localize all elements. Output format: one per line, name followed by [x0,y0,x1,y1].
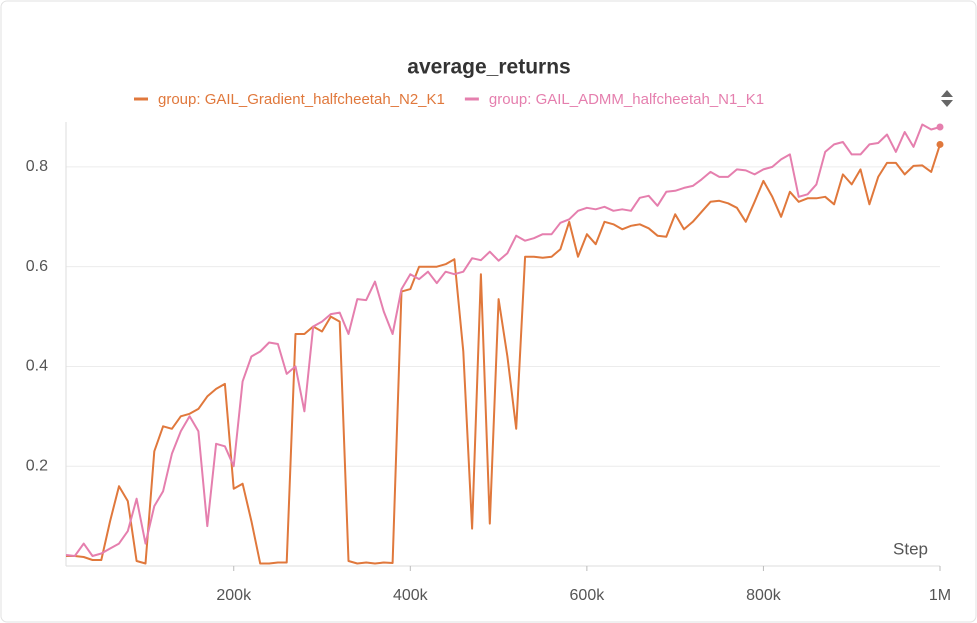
x-tick-label: 600k [570,587,606,604]
y-tick-label: 0.4 [26,358,48,375]
end-point [936,140,944,148]
sort-down[interactable] [941,100,953,107]
legend-label: group: GAIL_ADMM_halfcheetah_N1_K1 [489,91,764,108]
y-tick-label: 0.6 [26,258,48,275]
legend-label: group: GAIL_Gradient_halfcheetah_N2_K1 [158,91,445,108]
legend: group: GAIL_Gradient_halfcheetah_N2_K1 gr… [134,91,764,108]
series-line [66,144,941,565]
x-tick-label: 800k [746,587,782,604]
x-axis-label: Step [893,539,928,558]
chart-title: average_returns [407,56,570,79]
x-tick-label: 1M [929,587,951,604]
y-tick-label: 0.8 [26,158,48,175]
x-tick-label: 400k [393,587,429,604]
series-line [65,123,941,557]
x-tick-label: 200k [216,587,252,604]
y-tick-label: 0.2 [26,457,48,474]
end-point [936,123,944,131]
sort-icon[interactable] [941,90,953,107]
sort-up[interactable] [941,90,953,97]
